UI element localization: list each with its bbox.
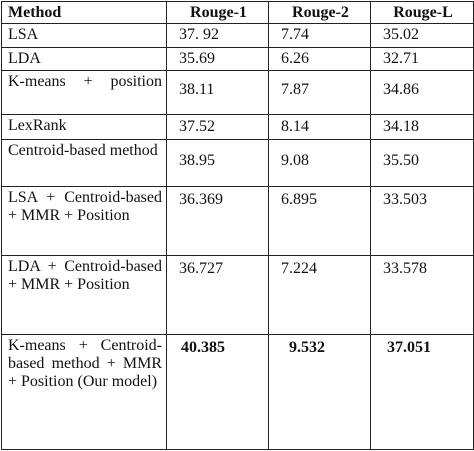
header-rouge-1: Rouge-1 bbox=[166, 1, 269, 24]
table-row-our-model: K-means + Centroid-based method + MMR + … bbox=[1, 334, 474, 450]
rouge-2-cell: 9.08 bbox=[268, 138, 371, 188]
method-cell: K-means + position bbox=[1, 70, 167, 116]
rouge-1-cell: 38.11 bbox=[166, 70, 269, 116]
method-cell: K-means + Centroid-based method + MMR + … bbox=[1, 334, 167, 450]
table-row: LSA 37. 92 7.74 35.02 bbox=[1, 23, 474, 48]
rouge-2-cell: 6.895 bbox=[268, 186, 371, 256]
table-row: LDA + Centroid-based + MMR + Position 36… bbox=[1, 254, 474, 336]
table-row: LDA 35.69 6.26 32.71 bbox=[1, 46, 474, 72]
rouge-l-cell: 34.86 bbox=[370, 70, 474, 116]
method-cell: LexRank bbox=[1, 114, 167, 140]
rouge-l-cell: 37.051 bbox=[370, 334, 474, 450]
rouge-l-cell: 34.18 bbox=[370, 114, 474, 140]
method-cell: LDA bbox=[1, 46, 167, 72]
rouge-1-cell: 36.727 bbox=[166, 254, 269, 336]
rouge-2-cell: 8.14 bbox=[268, 114, 371, 140]
rouge-1-cell: 36.369 bbox=[166, 186, 269, 256]
rouge-1-cell: 37.52 bbox=[166, 114, 269, 140]
method-cell: LSA + Centroid-based + MMR + Position bbox=[1, 186, 167, 256]
method-cell: Centroid-based method bbox=[1, 138, 167, 188]
rouge-2-cell: 7.87 bbox=[268, 70, 371, 116]
rouge-2-cell: 7.224 bbox=[268, 254, 371, 336]
rouge-2-cell: 9.532 bbox=[268, 334, 371, 450]
rouge-l-cell: 32.71 bbox=[370, 46, 474, 72]
method-cell: LDA + Centroid-based + MMR + Position bbox=[1, 254, 167, 336]
rouge-l-cell: 35.50 bbox=[370, 138, 474, 188]
rouge-l-cell: 33.578 bbox=[370, 254, 474, 336]
method-cell: LSA bbox=[1, 23, 167, 48]
header-method: Method bbox=[1, 1, 167, 24]
header-rouge-l: Rouge-L bbox=[370, 1, 474, 24]
rouge-2-cell: 7.74 bbox=[268, 23, 371, 48]
rouge-l-cell: 33.503 bbox=[370, 186, 474, 256]
table-row: Centroid-based method 38.95 9.08 35.50 bbox=[1, 138, 474, 188]
header-rouge-2: Rouge-2 bbox=[268, 1, 371, 24]
rouge-2-cell: 6.26 bbox=[268, 46, 371, 72]
table-row: K-means + position 38.11 7.87 34.86 bbox=[1, 70, 474, 116]
rouge-1-cell: 37. 92 bbox=[166, 23, 269, 48]
rouge-1-cell: 38.95 bbox=[166, 138, 269, 188]
rouge-1-cell: 35.69 bbox=[166, 46, 269, 72]
rouge-l-cell: 35.02 bbox=[370, 23, 474, 48]
table-row: LexRank 37.52 8.14 34.18 bbox=[1, 114, 474, 140]
table-row: LSA + Centroid-based + MMR + Position 36… bbox=[1, 186, 474, 256]
header-row: Method Rouge-1 Rouge-2 Rouge-L bbox=[1, 1, 474, 24]
rouge-1-cell: 40.385 bbox=[166, 334, 269, 450]
